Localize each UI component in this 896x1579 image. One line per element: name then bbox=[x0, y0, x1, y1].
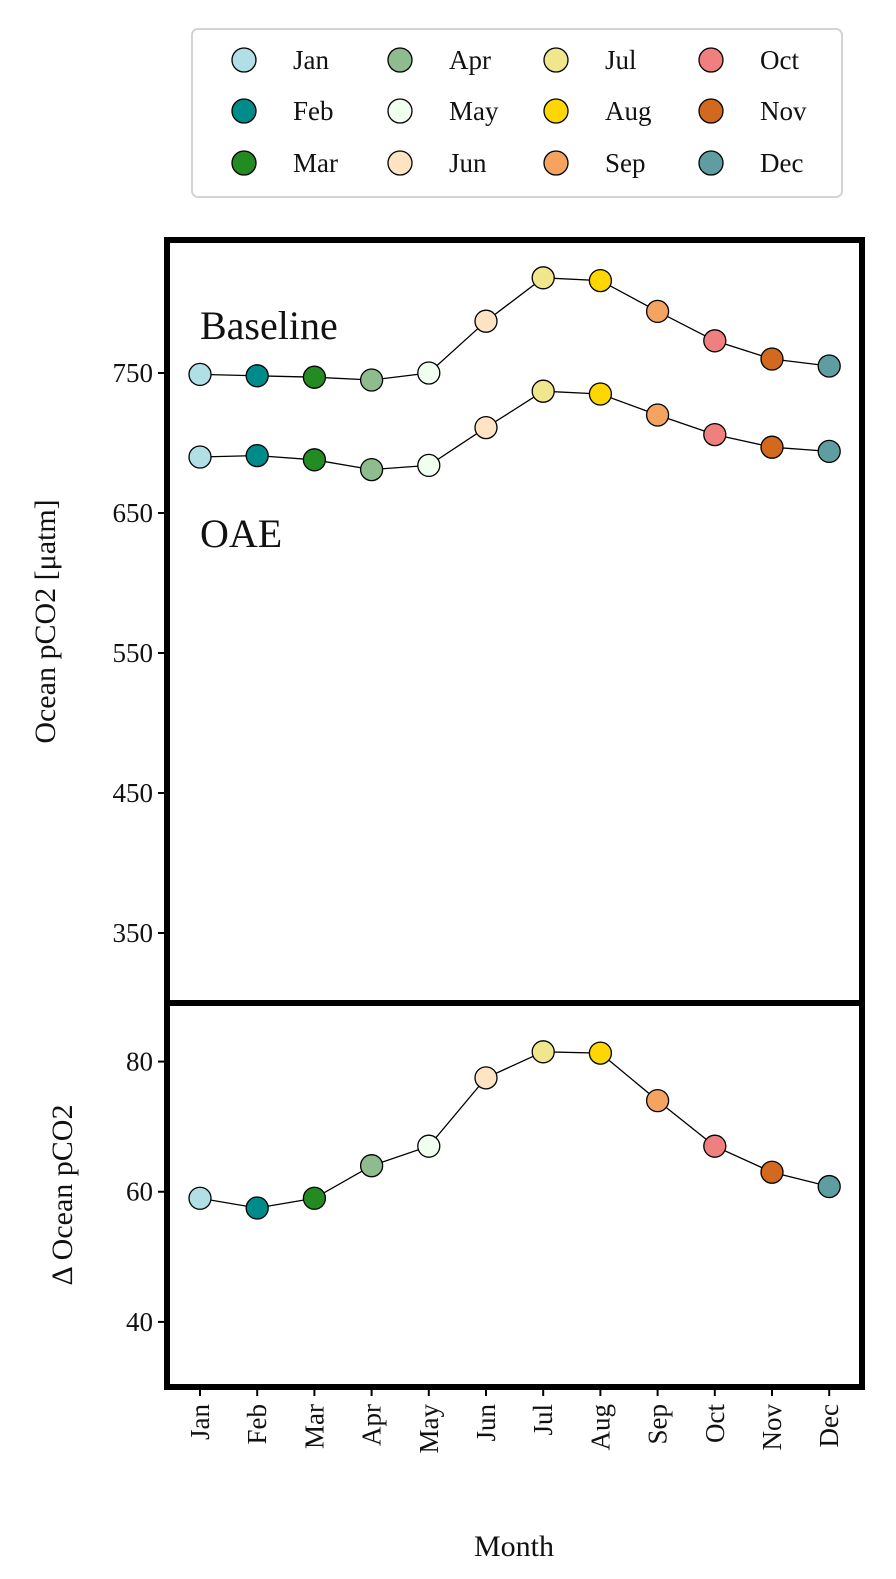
legend-label-may: May bbox=[449, 96, 499, 126]
top-point-baseline-aug bbox=[588, 268, 613, 293]
legend-label-sep: Sep bbox=[605, 148, 646, 178]
legend-label-oct: Oct bbox=[760, 45, 799, 75]
top-point-baseline-feb bbox=[245, 364, 269, 388]
legend-marker-nov bbox=[698, 98, 724, 124]
bottom-series-line-0 bbox=[199, 1051, 830, 1209]
legend-label-apr: Apr bbox=[449, 45, 491, 75]
top-point-baseline-mar bbox=[302, 365, 327, 389]
xtick-label-aug: Aug bbox=[585, 1404, 615, 1451]
bottom-panel: 40 60 80 Δ Ocean pCO2 Jan Feb Mar Apr May Jun Jul A… bbox=[46, 1000, 865, 1454]
legend-label-jun: Jun bbox=[449, 148, 487, 178]
annotation-baseline: Baseline bbox=[200, 303, 338, 348]
top-point-oae-jun bbox=[474, 415, 498, 440]
top-ytick-label-450: 450 bbox=[113, 778, 154, 808]
top-y-axis-title: Ocean pCO2 [μatm] bbox=[29, 499, 62, 743]
legend-label-jan: Jan bbox=[293, 45, 329, 75]
bottom-point-nov bbox=[760, 1160, 784, 1184]
top-series-line-oae bbox=[199, 390, 830, 471]
bottom-point-feb bbox=[245, 1196, 269, 1220]
xtick-label-oct: Oct bbox=[700, 1404, 730, 1443]
legend-marker-jun bbox=[387, 150, 413, 176]
legend-marker-may bbox=[387, 98, 413, 124]
bottom-point-oct bbox=[703, 1134, 727, 1158]
bottom-point-may bbox=[417, 1134, 441, 1158]
top-point-baseline-jul bbox=[531, 266, 555, 290]
top-point-baseline-apr bbox=[359, 368, 384, 392]
legend-box bbox=[191, 28, 843, 198]
legend-label-dec: Dec bbox=[760, 148, 803, 178]
bottom-point-mar bbox=[302, 1186, 327, 1210]
legend-marker-mar bbox=[231, 150, 257, 176]
top-point-oae-aug bbox=[588, 382, 613, 406]
top-point-baseline-oct bbox=[703, 329, 727, 353]
bottom-point-apr bbox=[359, 1154, 384, 1178]
top-point-oae-jan bbox=[188, 445, 212, 469]
xtick-label-jun: Jun bbox=[471, 1404, 501, 1442]
bottom-frame bbox=[164, 1000, 865, 1390]
annotation-oae: OAE bbox=[200, 511, 282, 556]
legend-label-jul: Jul bbox=[605, 45, 637, 75]
xtick-label-sep: Sep bbox=[643, 1404, 673, 1445]
top-point-oae-feb bbox=[245, 443, 269, 468]
top-point-baseline-dec bbox=[817, 354, 841, 378]
top-point-oae-jul bbox=[531, 379, 555, 403]
top-point-oae-sep bbox=[645, 403, 670, 427]
bottom-ytick-label-40: 40 bbox=[126, 1307, 153, 1337]
bottom-point-aug bbox=[588, 1041, 613, 1065]
bottom-point-sep bbox=[645, 1088, 670, 1113]
top-point-baseline-may bbox=[417, 361, 441, 385]
x-axis-title: Month bbox=[474, 1530, 554, 1563]
legend-marker-jan bbox=[231, 47, 257, 73]
top-ytick-label-350: 350 bbox=[113, 918, 154, 948]
legend-label-mar: Mar bbox=[293, 148, 338, 178]
top-point-oae-dec bbox=[817, 439, 841, 464]
top-point-baseline-jun bbox=[474, 309, 498, 333]
legend-marker-apr bbox=[387, 47, 413, 73]
top-point-baseline-nov bbox=[760, 347, 784, 371]
xtick-label-jul: Jul bbox=[528, 1404, 558, 1436]
xtick-label-apr: Apr bbox=[357, 1404, 387, 1446]
legend-marker-feb bbox=[231, 98, 257, 124]
legend-marker-jul bbox=[543, 47, 569, 73]
legend-label-aug: Aug bbox=[605, 96, 652, 126]
xtick-label-may: May bbox=[414, 1404, 444, 1454]
top-panel: 350 450 550 650 750 Ocean pCO2 [μatm] Baseline… bbox=[29, 237, 865, 1006]
bottom-ytick-label-60: 60 bbox=[126, 1177, 153, 1207]
top-point-oae-may bbox=[417, 453, 441, 478]
legend: Jan Feb Mar Apr May Jun Jul Aug Sep Oct Nov Dec bbox=[191, 28, 843, 198]
bottom-point-dec bbox=[817, 1174, 841, 1199]
xtick-label-jan: Jan bbox=[185, 1404, 215, 1440]
legend-marker-oct bbox=[698, 47, 724, 73]
xtick-label-dec: Dec bbox=[814, 1404, 844, 1447]
top-point-oae-mar bbox=[302, 448, 327, 472]
legend-marker-aug bbox=[543, 98, 569, 124]
legend-marker-dec bbox=[698, 150, 724, 176]
top-point-oae-oct bbox=[703, 422, 727, 447]
legend-marker-sep bbox=[543, 150, 569, 176]
top-point-baseline-sep bbox=[645, 299, 670, 324]
bottom-ytick-label-80: 80 bbox=[126, 1047, 153, 1077]
bottom-point-jul bbox=[531, 1040, 555, 1064]
legend-label-feb: Feb bbox=[293, 96, 334, 126]
top-ytick-label-650: 650 bbox=[113, 498, 154, 528]
top-ytick-label-750: 750 bbox=[113, 358, 154, 388]
bottom-y-axis-title: Δ Ocean pCO2 bbox=[46, 1105, 79, 1286]
top-ytick-label-550: 550 bbox=[113, 638, 154, 668]
top-point-oae-nov bbox=[760, 435, 784, 459]
xtick-label-nov: Nov bbox=[757, 1404, 787, 1451]
bottom-point-jan bbox=[188, 1186, 212, 1210]
top-point-oae-apr bbox=[359, 457, 384, 482]
xtick-label-mar: Mar bbox=[299, 1404, 329, 1449]
bottom-point-jun bbox=[474, 1066, 498, 1090]
xtick-label-feb: Feb bbox=[242, 1404, 272, 1445]
legend-label-nov: Nov bbox=[760, 96, 807, 126]
top-point-baseline-jan bbox=[188, 362, 212, 387]
